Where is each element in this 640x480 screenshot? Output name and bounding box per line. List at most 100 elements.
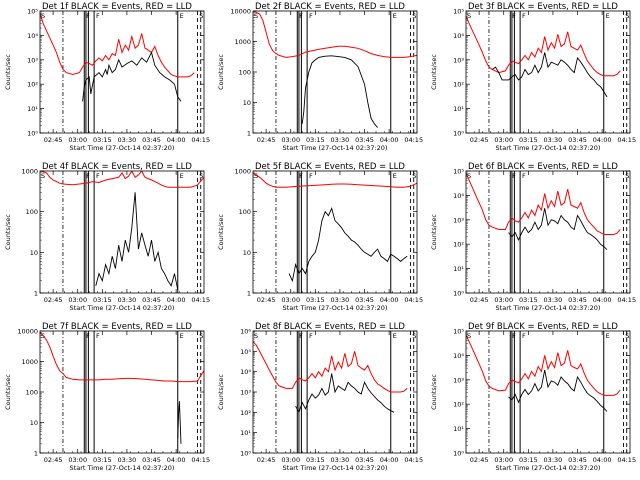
x-tick-label: 02:45: [257, 296, 276, 304]
time-markers: [62, 11, 202, 133]
y-axis-label: Counts/sec: [430, 374, 438, 410]
x-tick-label: 03:45: [142, 456, 161, 464]
y-tick-label: 10⁰: [27, 130, 38, 138]
x-tick-label: 04:00: [380, 296, 399, 304]
x-tick-label: 02:45: [44, 456, 63, 464]
plot-frame: [39, 330, 205, 454]
y-tick-label: 10²: [240, 409, 251, 417]
marker-letter: E: [180, 12, 184, 20]
marker-letter: F: [512, 172, 516, 180]
y-tick-label: 10000: [17, 328, 38, 336]
x-tick-label: 02:45: [44, 296, 63, 304]
time-markers: [488, 171, 628, 293]
series-group: [40, 332, 204, 444]
series-line-lld: [40, 171, 204, 188]
series-line-events: [508, 208, 608, 250]
plot-frame: [39, 170, 205, 294]
marker-letter: S: [254, 172, 258, 180]
y-tick-label: 10⁵: [453, 328, 464, 336]
x-tick-label: 03:30: [118, 456, 137, 464]
x-tick-label: 03:45: [568, 136, 587, 144]
marker-letter: F: [299, 172, 303, 180]
y-tick-label: 10²: [453, 401, 464, 409]
y-tick-label: 10¹: [453, 265, 464, 273]
series-line-events: [82, 51, 182, 102]
marker-letter: F: [522, 172, 526, 180]
y-tick-label: 1000: [21, 358, 38, 366]
x-axis-label: Start Time (27-Oct-14 02:37:20): [70, 304, 175, 312]
chart-svg: S F F E S 02:45 03:00 03:15 03:30 03:45 04:00 04:15…: [217, 2, 423, 152]
y-axis-label: Counts/sec: [430, 214, 438, 250]
y-axis-label: Counts/sec: [4, 374, 12, 410]
series-line-lld: [40, 13, 195, 78]
detector-chart-4: S F F E S 02:45 03:00 03:15 03:30 03:45 04:00 04:15…: [0, 160, 213, 320]
x-tick-label: 04:00: [167, 296, 186, 304]
x-tick-label: 02:45: [257, 136, 276, 144]
x-tick-label: 03:30: [544, 456, 563, 464]
x-tick-label: 02:45: [257, 456, 276, 464]
x-tick-label: 03:15: [93, 456, 112, 464]
series-line-lld: [40, 332, 204, 383]
chart-svg: S F F E S 02:45 03:00 03:15 03:30 03:45 04:00 04:15…: [430, 2, 636, 152]
series-line-events: [177, 401, 182, 444]
x-axis-label: Start Time (27-Oct-14 02:37:20): [283, 144, 388, 152]
plot-frame: [252, 10, 418, 134]
series-group: [466, 16, 621, 98]
chart-title: Det 9f BLACK = Events, RED = LLD: [468, 322, 618, 332]
y-axis-label: Counts/sec: [217, 54, 225, 90]
series-line-lld: [253, 172, 417, 188]
plot-frame: [465, 170, 631, 294]
y-axis-label: Counts/sec: [4, 214, 12, 250]
marker-letter: F: [309, 172, 313, 180]
chart-title: Det 6f BLACK = Events, RED = LLD: [468, 162, 618, 172]
y-tick-label: 10⁵: [27, 8, 38, 16]
detector-chart-8: S F F E S 02:45 03:00 03:15 03:30 03:45 04:00 04:15…: [213, 320, 426, 480]
x-tick-label: 04:15: [404, 136, 423, 144]
x-tick-label: 03:45: [568, 456, 587, 464]
marker-letter: F: [96, 12, 100, 20]
y-tick-label: 10⁰: [453, 450, 464, 458]
marker-letter: E: [606, 12, 610, 20]
detector-chart-1: S F F E S 02:45 03:00 03:15 03:30 03:45 04:00 04:15…: [0, 0, 213, 160]
y-tick-label: 10⁵: [453, 8, 464, 16]
y-tick-label: 10⁴: [240, 368, 251, 376]
chart-svg: S F F E S 02:45 03:00 03:15 03:30 03:45 04:00 04:15…: [430, 162, 636, 312]
chart-svg: S F F E S 02:45 03:00 03:15 03:30 03:45 04:00 04:15…: [430, 322, 636, 472]
time-markers: [275, 171, 415, 293]
y-tick-label: 10³: [240, 389, 251, 397]
marker-letter: F: [512, 332, 516, 340]
x-tick-label: 03:45: [568, 296, 587, 304]
x-tick-label: 03:45: [355, 456, 374, 464]
x-tick-label: 04:15: [617, 296, 636, 304]
marker-letter: S: [41, 172, 45, 180]
x-tick-label: 04:00: [380, 456, 399, 464]
x-tick-label: 03:00: [281, 296, 300, 304]
y-tick-label: 10⁵: [453, 168, 464, 176]
series-line-events: [288, 207, 408, 283]
y-tick-label: 100: [26, 389, 38, 397]
x-tick-label: 03:30: [118, 136, 137, 144]
x-axis-label: Start Time (27-Oct-14 02:37:20): [283, 464, 388, 472]
x-tick-label: 03:30: [331, 136, 350, 144]
detector-chart-6: S F F E S 02:45 03:00 03:15 03:30 03:45 04:00 04:15…: [426, 160, 639, 320]
chart-title: Det 2f BLACK = Events, RED = LLD: [255, 2, 405, 12]
y-tick-label: 1: [34, 290, 38, 298]
time-markers: [275, 11, 415, 133]
x-tick-label: 03:15: [93, 296, 112, 304]
x-tick-label: 04:00: [380, 136, 399, 144]
plot-frame: [465, 330, 631, 454]
chart-svg: S F F E S 02:45 03:00 03:15 03:30 03:45 04:00 04:15…: [4, 2, 210, 152]
marker-letter: S: [625, 332, 629, 340]
series-line-events: [95, 192, 179, 290]
detector-chart-2: S F F E S 02:45 03:00 03:15 03:30 03:45 04:00 04:15…: [213, 0, 426, 160]
y-tick-label: 10⁴: [453, 352, 464, 360]
series-line-lld: [466, 173, 621, 235]
time-markers: [62, 331, 202, 453]
x-tick-label: 02:45: [470, 296, 489, 304]
x-tick-label: 03:00: [68, 136, 87, 144]
marker-letter: E: [180, 332, 184, 340]
marker-letter: E: [393, 172, 397, 180]
series-line-lld: [466, 334, 621, 396]
x-axis-label: Start Time (27-Oct-14 02:37:20): [496, 464, 601, 472]
